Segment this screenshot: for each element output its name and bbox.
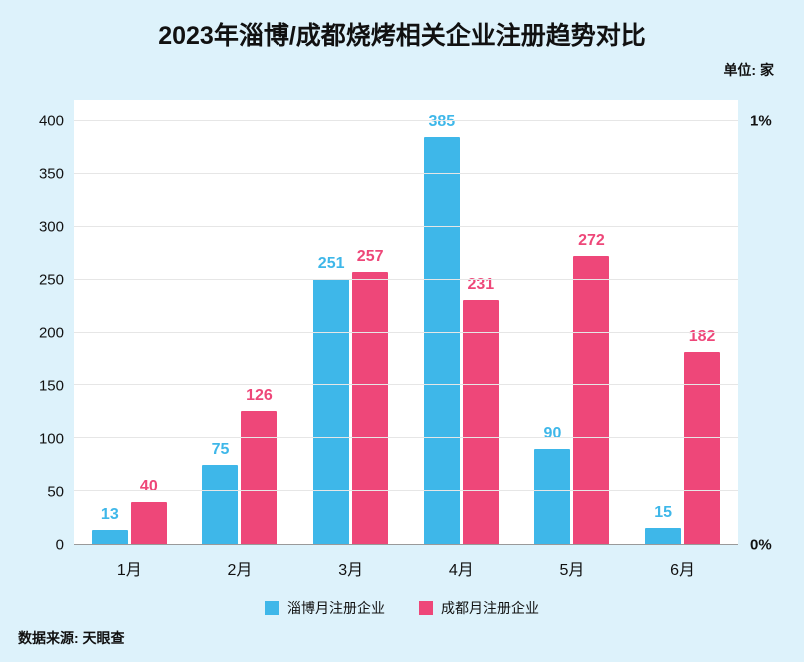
gridline bbox=[74, 173, 738, 174]
legend-label: 成都月注册企业 bbox=[441, 600, 539, 616]
bar-value-label: 13 bbox=[100, 506, 119, 524]
bar-chengdu: 40 bbox=[130, 478, 167, 544]
y-tick-label: 0 bbox=[55, 536, 64, 554]
bar-zibo: 90 bbox=[534, 425, 571, 544]
y-tick-label: 100 bbox=[38, 430, 64, 448]
legend-label: 淄博月注册企业 bbox=[287, 600, 385, 616]
right-axis-label: 0% bbox=[750, 536, 772, 554]
bar-value-label: 272 bbox=[578, 232, 605, 250]
legend-item-zibo: 淄博月注册企业 bbox=[265, 598, 385, 618]
x-tick-label: 5月 bbox=[559, 562, 585, 579]
gridline bbox=[74, 384, 738, 386]
month-group: 15 182 bbox=[645, 100, 721, 544]
legend-swatch-icon bbox=[265, 601, 279, 615]
x-tick-label: 3月 bbox=[338, 562, 364, 579]
month-group: 75 126 bbox=[202, 100, 278, 544]
bar-zibo: 385 bbox=[423, 113, 460, 544]
y-tick-label: 400 bbox=[38, 112, 64, 130]
bar-value-label: 40 bbox=[139, 477, 158, 495]
unit-label: 单位: 家 bbox=[723, 62, 774, 78]
chart-title: 2023年淄博/成都烧烤相关企业注册趋势对比 bbox=[158, 22, 646, 50]
month-group: 90 272 bbox=[534, 100, 610, 544]
month-group: 385 231 bbox=[423, 100, 499, 544]
bar-value-label: 182 bbox=[688, 327, 716, 345]
bar-value-label: 75 bbox=[211, 440, 230, 458]
bar-chengdu: 272 bbox=[573, 232, 610, 544]
bar-zibo: 75 bbox=[202, 441, 239, 544]
month-group: 251 257 bbox=[313, 100, 389, 544]
bar-value-label: 126 bbox=[246, 386, 273, 404]
right-axis: 1% 0% bbox=[738, 100, 794, 554]
source-label: 数据来源: 天眼查 bbox=[18, 630, 125, 646]
bar-chengdu: 257 bbox=[352, 248, 389, 544]
bar-chengdu: 182 bbox=[684, 328, 721, 544]
bar-value-label: 251 bbox=[317, 254, 345, 272]
bar-value-label: 15 bbox=[654, 504, 673, 522]
bar-zibo: 13 bbox=[91, 506, 128, 544]
bar-value-label: 257 bbox=[356, 248, 384, 266]
gridline bbox=[74, 490, 738, 492]
x-tick-label: 1月 bbox=[116, 562, 142, 579]
month-group: 13 40 bbox=[91, 100, 167, 544]
gridline bbox=[74, 278, 738, 280]
y-tick-label: 50 bbox=[47, 483, 64, 501]
y-axis: 0 50 100 150 200 250 300 350 400 bbox=[16, 100, 74, 554]
y-tick-label: 300 bbox=[38, 218, 64, 236]
chart-body: 0 50 100 150 200 250 300 350 400 13 40 75 126 251 257… bbox=[16, 100, 794, 554]
right-axis-label: 1% bbox=[750, 112, 772, 130]
bar-groups: 13 40 75 126 251 257 385 231 90 272 15 182 bbox=[74, 100, 738, 544]
gridline bbox=[74, 331, 738, 333]
x-tick-label: 2月 bbox=[227, 562, 253, 579]
y-tick-label: 200 bbox=[38, 324, 64, 342]
y-tick-label: 150 bbox=[38, 377, 64, 395]
x-axis: 1月 2月 3月 4月 5月 6月 bbox=[74, 548, 738, 580]
x-tick-label: 6月 bbox=[670, 562, 696, 579]
plot-area: 13 40 75 126 251 257 385 231 90 272 15 182 bbox=[74, 100, 738, 545]
gridline bbox=[74, 225, 738, 227]
bar-value-label: 231 bbox=[467, 275, 495, 293]
y-tick-label: 250 bbox=[38, 271, 64, 289]
y-tick-label: 350 bbox=[38, 165, 64, 183]
bar-chengdu: 231 bbox=[462, 276, 499, 544]
gridline bbox=[74, 120, 738, 122]
gridline bbox=[74, 437, 738, 439]
legend-item-chengdu: 成都月注册企业 bbox=[419, 598, 539, 618]
bar-value-label: 385 bbox=[428, 113, 456, 130]
bar-chengdu: 126 bbox=[241, 387, 278, 544]
bar-value-label: 90 bbox=[543, 424, 562, 442]
bar-zibo: 15 bbox=[645, 504, 682, 544]
legend: 淄博月注册企业 成都月注册企业 bbox=[0, 598, 804, 618]
bar-zibo: 251 bbox=[313, 255, 350, 544]
x-tick-label: 4月 bbox=[448, 562, 474, 579]
legend-swatch-icon bbox=[419, 601, 433, 615]
